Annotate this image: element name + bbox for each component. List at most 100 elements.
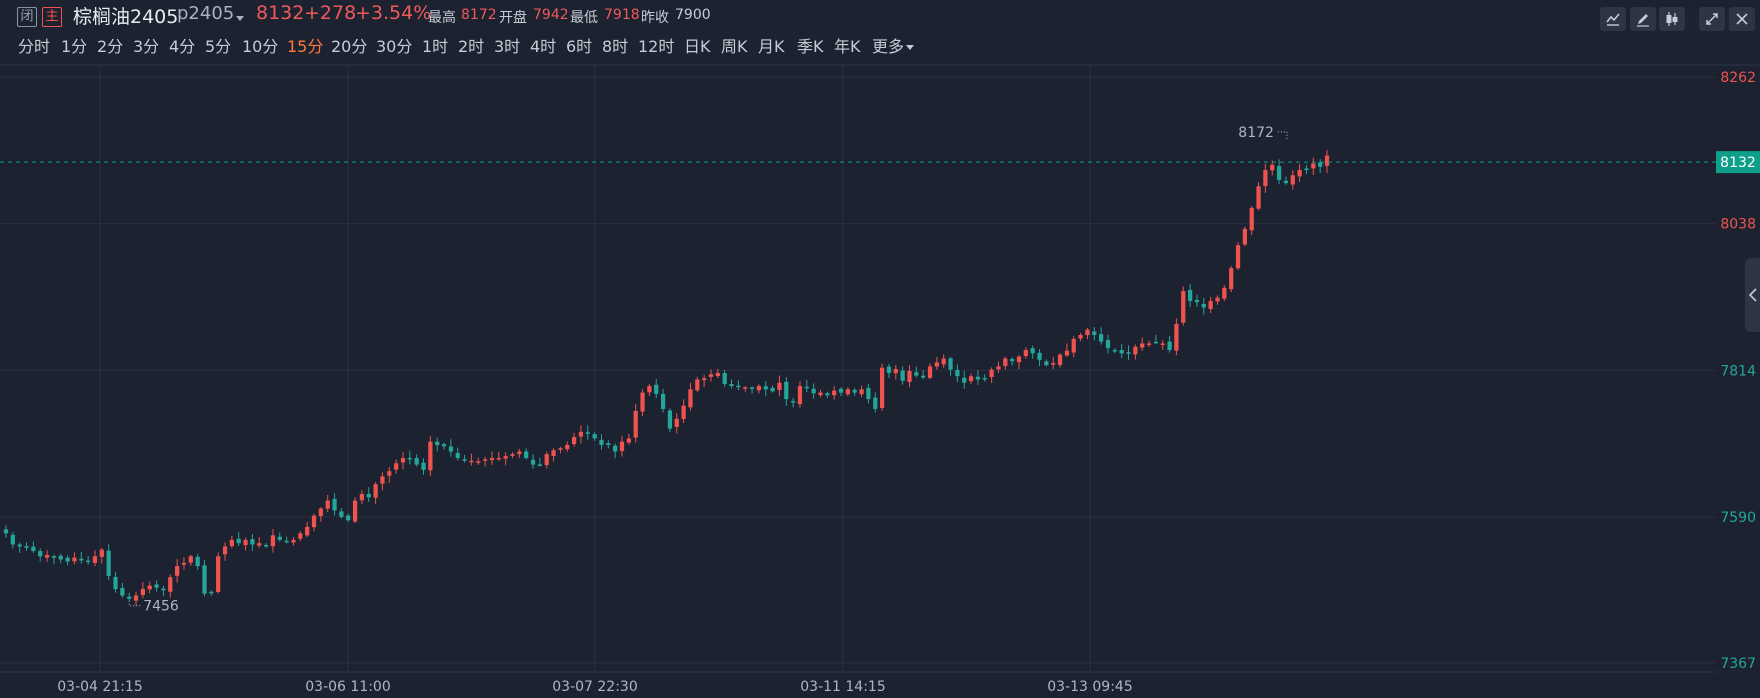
period-tab[interactable]: 1分 [61,37,88,56]
candle-up[interactable] [927,366,933,378]
candle-down[interactable] [24,546,29,548]
candle-up[interactable] [1181,291,1186,323]
candle-down[interactable] [161,588,166,591]
period-tab[interactable]: 4分 [169,37,196,56]
candle-down[interactable] [10,534,15,545]
period-tab[interactable]: 2时 [458,37,485,56]
candle-up[interactable] [1324,155,1330,166]
period-tab[interactable]: 30分 [376,37,413,56]
candle-down[interactable] [749,387,755,390]
candle-up[interactable] [1064,350,1070,356]
candle-down[interactable] [31,546,36,552]
candle-up[interactable] [257,543,262,546]
candle-down[interactable] [811,388,816,394]
candle-up[interactable] [626,438,631,443]
candle-down[interactable] [537,464,542,466]
candle-up[interactable] [1242,228,1247,245]
period-tab[interactable]: 2分 [97,37,124,56]
candle-up[interactable] [558,448,563,450]
candle-down[interactable] [113,576,118,590]
candle-up[interactable] [305,526,310,536]
candle-down[interactable] [277,536,282,540]
candle-up[interactable] [619,441,625,452]
candle-up[interactable] [1256,186,1261,209]
candle-down[interactable] [202,565,207,594]
candle-down[interactable] [1112,349,1117,352]
candle-up[interactable] [359,494,365,501]
candle-up[interactable] [907,370,912,382]
candle-down[interactable] [838,388,844,393]
candle-up[interactable] [216,556,221,592]
candle-up[interactable] [1078,334,1083,339]
candle-down[interactable] [1304,168,1309,171]
candle-up[interactable] [318,508,323,517]
period-tab[interactable]: 3分 [133,37,160,56]
period-tab[interactable]: 年K [834,37,861,56]
candle-down[interactable] [421,462,426,470]
candle-down[interactable] [65,557,70,562]
candle-up[interactable] [44,554,50,558]
candle-up[interactable] [859,389,864,395]
candle-down[interactable] [455,452,460,459]
candle-up[interactable] [1146,343,1152,345]
candle-up[interactable] [941,358,946,365]
candle-down[interactable] [250,539,255,545]
candle-down[interactable] [441,444,447,447]
candle-down[interactable] [660,393,666,409]
candle-up[interactable] [387,471,392,476]
candle-up[interactable] [1263,169,1268,186]
candle-up[interactable] [1051,363,1056,365]
candle-down[interactable] [975,376,981,380]
candle-down[interactable] [914,372,919,376]
period-tab[interactable]: 5分 [205,37,232,56]
candle-down[interactable] [736,385,741,388]
candle-up[interactable] [633,410,638,438]
candle-up[interactable] [674,418,679,427]
candle-up[interactable] [476,461,481,463]
more-periods-button[interactable]: 更多 [872,37,905,56]
candle-up[interactable] [1016,356,1022,363]
candle-down[interactable] [592,434,597,439]
candle-up[interactable] [571,437,577,445]
candle-up[interactable] [168,577,173,592]
candle-up[interactable] [893,369,898,374]
candle-down[interactable] [346,515,351,521]
candle-up[interactable] [818,392,823,396]
period-tab[interactable]: 4时 [530,37,557,56]
period-tab[interactable]: 10分 [242,37,279,56]
candle-up[interactable] [325,500,330,509]
candle-up[interactable] [989,369,994,378]
candle-up[interactable] [934,362,939,367]
candle-up[interactable] [147,585,152,590]
candle-up[interactable] [1208,300,1213,309]
candle-down[interactable] [1276,166,1282,180]
candle-down[interactable] [873,397,878,409]
candle-up[interactable] [968,376,974,382]
candle-down[interactable] [414,458,419,465]
candle-down[interactable] [722,373,727,385]
candle-down[interactable] [1126,352,1131,354]
candle-up[interactable] [832,390,837,396]
candle-up[interactable] [845,389,851,395]
candle-down[interactable] [948,358,953,370]
candle-up[interactable] [489,458,495,461]
period-tab[interactable]: 3时 [494,37,521,56]
candle-up[interactable] [1290,175,1295,185]
candle-down[interactable] [38,551,43,557]
candle-down[interactable] [284,540,289,543]
candle-down[interactable] [448,446,454,452]
candle-up[interactable] [1229,268,1234,290]
candle-down[interactable] [127,596,132,599]
candle-down[interactable] [366,493,371,498]
period-tab[interactable]: 1时 [422,37,449,56]
candle-up[interactable] [996,366,1001,370]
candle-down[interactable] [58,555,63,560]
candle-down[interactable] [339,511,344,517]
candle-down[interactable] [763,386,768,390]
candle-up[interactable] [1140,343,1145,348]
period-tab[interactable]: 12时 [638,37,675,56]
candle-down[interactable] [654,384,659,394]
candle-up[interactable] [647,386,652,393]
candle-up[interactable] [352,500,358,522]
candle-down[interactable] [195,556,200,567]
